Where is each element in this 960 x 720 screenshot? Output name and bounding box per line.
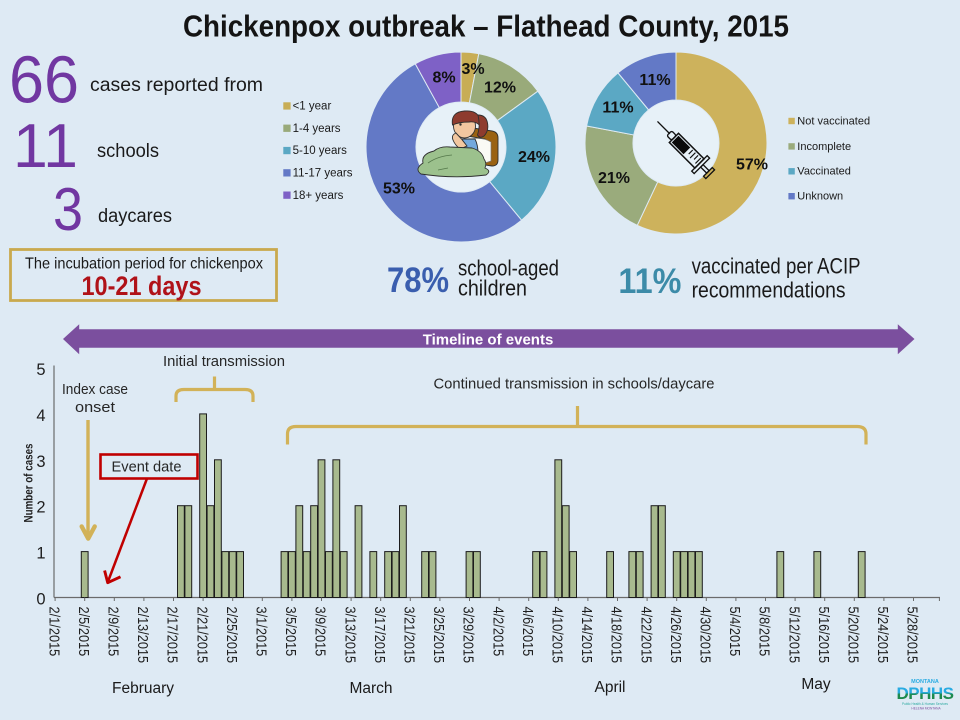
svg-text:recommendations: recommendations	[692, 278, 846, 303]
svg-text:children: children	[458, 276, 527, 301]
svg-text:Timeline of events: Timeline of events	[423, 331, 554, 348]
svg-text:2: 2	[36, 499, 45, 517]
svg-text:4/22/2015: 4/22/2015	[637, 607, 654, 664]
svg-text:24%: 24%	[518, 149, 550, 166]
svg-text:66: 66	[9, 43, 79, 118]
svg-text:February: February	[112, 680, 174, 697]
svg-text:Unknown: Unknown	[797, 191, 843, 203]
svg-text:5: 5	[36, 361, 45, 379]
svg-text:4/26/2015: 4/26/2015	[667, 607, 684, 664]
svg-text:3/25/2015: 3/25/2015	[430, 607, 447, 664]
svg-text:4: 4	[36, 407, 45, 425]
svg-text:21%: 21%	[598, 170, 630, 187]
svg-text:Public Health & Human Services: Public Health & Human Services	[902, 702, 948, 706]
svg-text:Initial transmission: Initial transmission	[163, 353, 285, 370]
svg-text:Continued transmission in scho: Continued transmission in schools/daycar…	[434, 375, 715, 392]
svg-text:4/30/2015: 4/30/2015	[697, 607, 714, 664]
svg-text:3: 3	[53, 176, 83, 243]
svg-text:May: May	[801, 676, 831, 693]
svg-text:5/28/2015: 5/28/2015	[904, 607, 921, 664]
svg-text:onset: onset	[75, 399, 116, 416]
svg-text:11: 11	[13, 111, 78, 181]
svg-text:3/21/2015: 3/21/2015	[401, 607, 418, 664]
svg-text:11%: 11%	[618, 262, 681, 301]
svg-text:5/4/2015: 5/4/2015	[726, 607, 743, 657]
svg-text:4/18/2015: 4/18/2015	[608, 607, 625, 664]
svg-text:5/20/2015: 5/20/2015	[845, 607, 862, 664]
svg-text:2/21/2015: 2/21/2015	[193, 607, 210, 664]
svg-text:1-4 years: 1-4 years	[293, 123, 341, 135]
svg-text:5/8/2015: 5/8/2015	[756, 607, 773, 657]
svg-text:18+ years: 18+ years	[293, 190, 344, 202]
svg-text:4/14/2015: 4/14/2015	[578, 607, 595, 664]
svg-text:5/16/2015: 5/16/2015	[815, 607, 832, 664]
svg-text:12%: 12%	[484, 80, 516, 97]
svg-text:Event date: Event date	[112, 459, 182, 476]
svg-text:3%: 3%	[461, 61, 484, 78]
svg-text:3/29/2015: 3/29/2015	[460, 607, 477, 664]
svg-text:3/9/2015: 3/9/2015	[312, 607, 329, 657]
svg-text:0: 0	[36, 591, 45, 609]
svg-text:5/12/2015: 5/12/2015	[785, 607, 802, 664]
svg-text:11-17 years: 11-17 years	[293, 168, 353, 180]
svg-text:2/1/2015: 2/1/2015	[45, 607, 62, 657]
svg-text:3: 3	[36, 453, 45, 471]
svg-text:vaccinated per ACIP: vaccinated per ACIP	[692, 254, 861, 279]
svg-text:4/10/2015: 4/10/2015	[549, 607, 566, 664]
svg-text:11%: 11%	[639, 72, 670, 89]
svg-text:Index case: Index case	[62, 381, 128, 398]
svg-text:cases reported from: cases reported from	[90, 75, 263, 96]
svg-text:The incubation period for chic: The incubation period for chickenpox	[25, 256, 263, 273]
svg-text:DPHHS: DPHHS	[896, 684, 953, 703]
svg-text:5-10 years: 5-10 years	[293, 145, 348, 157]
svg-text:1: 1	[36, 545, 45, 563]
svg-text:2/5/2015: 2/5/2015	[75, 607, 92, 657]
svg-text:April: April	[594, 679, 625, 696]
svg-text:3/13/2015: 3/13/2015	[341, 607, 358, 664]
svg-text:Chickenpox outbreak – Flathead: Chickenpox outbreak – Flathead County, 2…	[183, 10, 789, 44]
svg-text:Vaccinated: Vaccinated	[797, 166, 851, 178]
svg-text:8%: 8%	[432, 70, 455, 87]
svg-text:11%: 11%	[602, 100, 633, 117]
svg-text:2/13/2015: 2/13/2015	[134, 607, 151, 664]
svg-text:3/17/2015: 3/17/2015	[371, 607, 388, 664]
svg-text:Number of cases: Number of cases	[22, 443, 36, 522]
svg-text:Incomplete: Incomplete	[797, 141, 851, 153]
svg-text:5/24/2015: 5/24/2015	[874, 607, 891, 664]
svg-text:53%: 53%	[383, 181, 415, 198]
svg-text:3/5/2015: 3/5/2015	[282, 607, 299, 657]
svg-text:schools: schools	[97, 141, 159, 162]
svg-text:MONTANA: MONTANA	[911, 679, 939, 685]
svg-text:4/6/2015: 4/6/2015	[519, 607, 536, 657]
svg-text:daycares: daycares	[98, 206, 172, 227]
svg-text:10-21 days: 10-21 days	[82, 271, 202, 301]
svg-text:school-aged: school-aged	[458, 256, 559, 281]
svg-text:4/2/2015: 4/2/2015	[489, 607, 506, 657]
svg-text:Not vaccinated: Not vaccinated	[797, 115, 870, 127]
svg-text:HELENA MONTANA: HELENA MONTANA	[911, 707, 941, 711]
svg-text:2/9/2015: 2/9/2015	[105, 607, 122, 657]
svg-text:2/25/2015: 2/25/2015	[223, 607, 240, 664]
svg-text:3/1/2015: 3/1/2015	[253, 607, 270, 657]
svg-text:<1 year: <1 year	[293, 101, 332, 113]
svg-text:57%: 57%	[736, 157, 768, 174]
svg-text:2/17/2015: 2/17/2015	[164, 607, 181, 664]
svg-text:March: March	[349, 680, 392, 697]
svg-text:78%: 78%	[387, 261, 449, 300]
